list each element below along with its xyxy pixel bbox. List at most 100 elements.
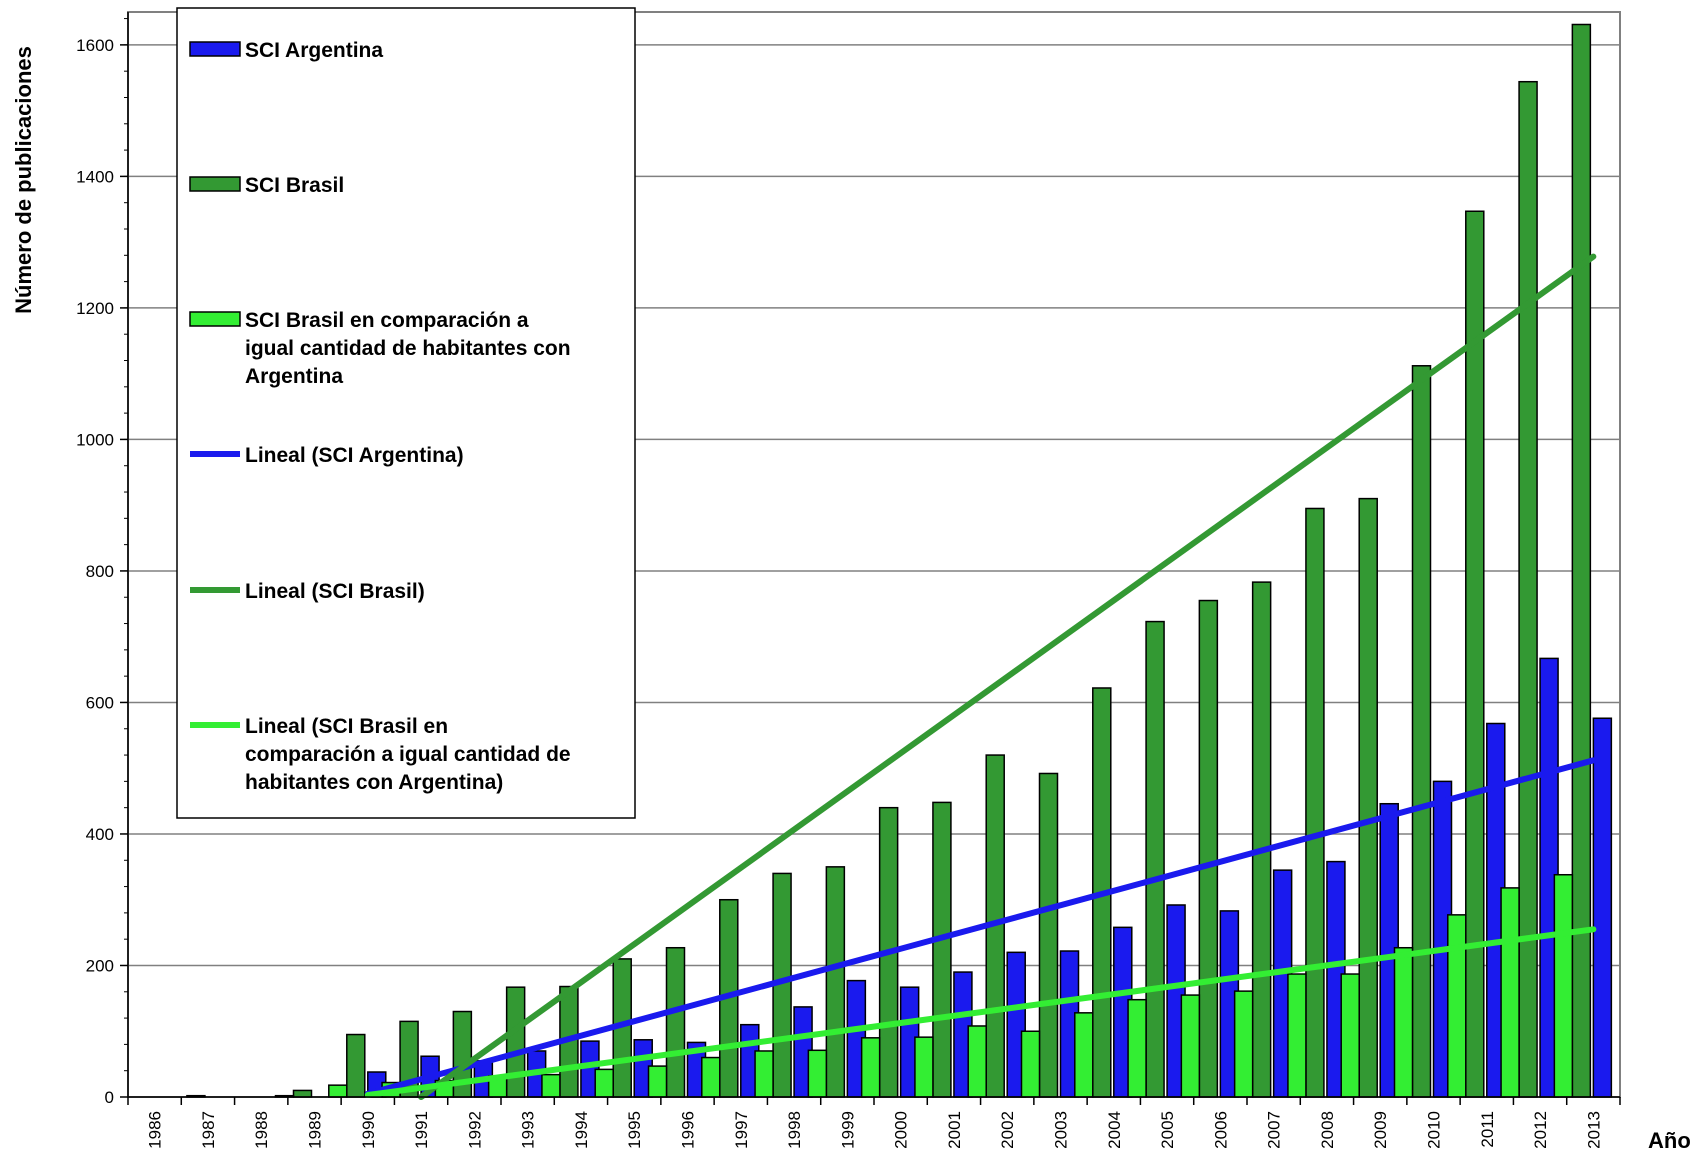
bar-brasil-comparacion xyxy=(701,1056,721,1098)
bar-brasil xyxy=(1571,23,1592,1098)
legend-label: Lineal (SCI Brasil) xyxy=(245,580,425,603)
y-tick-label: 1000 xyxy=(76,430,114,449)
x-tick-label: 1996 xyxy=(679,1111,698,1149)
x-tick-label: 1991 xyxy=(412,1111,431,1149)
x-tick-label: 2009 xyxy=(1371,1111,1390,1149)
x-tick-label: 2000 xyxy=(892,1111,911,1149)
legend-label: Lineal (SCI Brasil en xyxy=(245,715,448,738)
x-tick-label: 1989 xyxy=(306,1111,325,1149)
x-tick-label: 2013 xyxy=(1584,1111,1603,1149)
x-tick-label: 1987 xyxy=(199,1111,218,1149)
bar-brasil xyxy=(1305,507,1325,1098)
trendline-brasil xyxy=(418,253,1597,1100)
bar-brasil-comparacion xyxy=(541,1073,561,1098)
legend-label: habitantes con Argentina) xyxy=(245,771,503,794)
bar-brasil xyxy=(932,801,952,1098)
bar-brasil xyxy=(825,866,846,1098)
bar-brasil-comparacion xyxy=(807,1049,828,1098)
x-tick-label: 1986 xyxy=(146,1111,165,1149)
x-tick-label: 2012 xyxy=(1531,1111,1550,1149)
bar-brasil xyxy=(1411,365,1432,1098)
bar-brasil-comparacion xyxy=(914,1036,934,1098)
y-tick-label: 200 xyxy=(86,956,114,975)
x-tick-label: 2006 xyxy=(1211,1111,1230,1149)
bar-brasil-comparacion xyxy=(1500,887,1520,1098)
x-tick-label: 1992 xyxy=(465,1111,484,1149)
y-tick-label: 1600 xyxy=(76,36,114,55)
legend-swatch xyxy=(189,176,241,192)
legend-label: Argentina xyxy=(245,365,343,388)
legend-item: SCI Argentina xyxy=(189,39,383,62)
bar-brasil-comparacion xyxy=(1127,998,1147,1098)
legend-label: Lineal (SCI Argentina) xyxy=(245,444,464,467)
legend: SCI Argentina SCI Brasil SCI Brasil en com… xyxy=(176,7,636,819)
legend-box xyxy=(176,7,636,819)
legend-label: SCI Brasil en comparación a xyxy=(245,309,529,332)
bar-brasil-comparacion xyxy=(967,1025,987,1098)
bar-brasil xyxy=(346,1033,366,1098)
x-tick-label: 1994 xyxy=(572,1111,591,1149)
bar-brasil-comparacion xyxy=(328,1084,348,1098)
bar-brasil xyxy=(1251,581,1272,1098)
y-tick-label: 0 xyxy=(105,1088,114,1107)
x-tick-label: 2005 xyxy=(1158,1111,1177,1149)
x-tick-label: 1998 xyxy=(785,1111,804,1149)
x-tick-label: 1995 xyxy=(625,1111,644,1149)
bar-brasil xyxy=(505,986,526,1098)
legend-item: SCI Brasil xyxy=(189,174,344,197)
x-axis: 1986 1987 1988 1989 1990 1991 1992 1993 1994 1995… xyxy=(127,1096,1621,1149)
legend-item: SCI Brasil en comparación a igual cantida… xyxy=(189,309,571,388)
y-tick-label: 600 xyxy=(86,693,114,712)
bar-brasil xyxy=(665,946,686,1098)
trendline-brasil-comparacion xyxy=(364,926,1597,1099)
x-axis-title: Año xyxy=(1648,1128,1691,1153)
bar-brasil-comparacion xyxy=(1020,1030,1041,1098)
legend-item: Lineal (SCI Brasil en comparación a igual… xyxy=(190,715,571,794)
legend-item: Lineal (SCI Brasil) xyxy=(190,580,425,603)
x-tick-label: 1999 xyxy=(838,1111,857,1149)
x-tick-label: 2003 xyxy=(1052,1111,1071,1149)
x-tick-label: 1988 xyxy=(252,1111,271,1149)
x-tick-label: 2010 xyxy=(1425,1111,1444,1149)
bar-brasil xyxy=(1198,599,1219,1098)
bar-brasil-comparacion xyxy=(1287,973,1307,1098)
trendlines xyxy=(364,253,1597,1100)
y-tick-label: 1400 xyxy=(76,167,114,186)
y-tick-label: 1200 xyxy=(76,299,114,318)
bar-brasil xyxy=(1145,620,1165,1098)
legend-label: SCI Argentina xyxy=(245,39,383,62)
x-tick-label: 2011 xyxy=(1478,1111,1497,1148)
bar-brasil-comparacion xyxy=(1180,994,1201,1098)
bar-brasil-comparacion xyxy=(647,1065,668,1098)
bar-brasil-comparacion xyxy=(1447,914,1467,1098)
bar-brasil xyxy=(292,1089,313,1098)
y-tick-label: 400 xyxy=(86,825,114,844)
x-tick-label: 2004 xyxy=(1105,1111,1124,1149)
legend-label: comparación a igual cantidad de xyxy=(245,743,571,766)
bar-brasil xyxy=(1518,80,1538,1098)
bar-brasil-comparacion xyxy=(1233,990,1254,1098)
bar-brasil-comparacion xyxy=(1553,873,1574,1098)
bar-brasil xyxy=(1358,497,1378,1098)
legend-swatch xyxy=(189,311,241,327)
x-tick-label: 2007 xyxy=(1265,1111,1284,1149)
x-tick-label: 2002 xyxy=(998,1111,1017,1149)
bar-brasil-comparacion xyxy=(860,1037,881,1098)
x-tick-label: 1990 xyxy=(359,1111,378,1149)
bar-brasil-comparacion xyxy=(1393,946,1414,1098)
x-tick-label: 2001 xyxy=(945,1111,964,1149)
trendline-argentina xyxy=(364,757,1597,1097)
bar-brasil xyxy=(1038,772,1059,1098)
legend-swatch xyxy=(189,41,241,57)
y-axis-title: Número de publicaciones xyxy=(11,46,36,314)
legend-item: Lineal (SCI Argentina) xyxy=(190,444,464,467)
x-tick-label: 2008 xyxy=(1318,1111,1337,1149)
bar-argentina xyxy=(1592,717,1613,1098)
bar-brasil-comparacion xyxy=(594,1068,614,1098)
legend-label: SCI Brasil xyxy=(245,174,344,197)
y-tick-label: 800 xyxy=(86,562,114,581)
x-tick-label: 1997 xyxy=(732,1111,751,1149)
bar-brasil-comparacion xyxy=(1340,973,1360,1098)
